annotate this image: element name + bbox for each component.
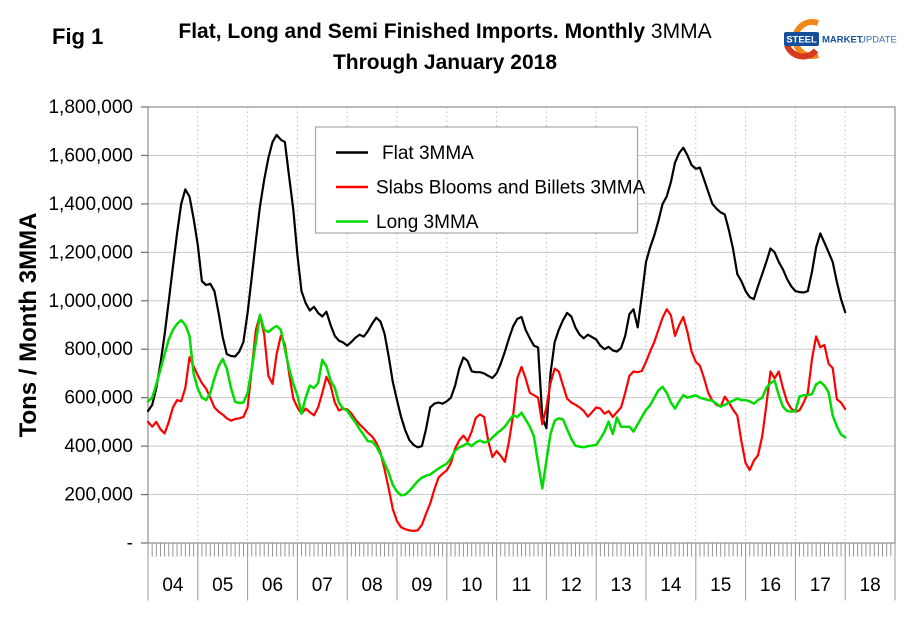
chart-title-main: Flat, Long and Semi Finished Imports. Mo…: [178, 20, 646, 43]
chart-title-block: Flat, Long and Semi Finished Imports. Mo…: [120, 16, 770, 78]
y-tick-label: 800,000: [64, 339, 133, 360]
y-axis-title: Tons / Month 3MMA: [15, 213, 42, 438]
legend-label: Long 3MMA: [376, 212, 479, 233]
y-tick-label: 1,200,000: [48, 242, 133, 263]
figure-label: Fig 1: [52, 24, 104, 49]
y-tick-label: -: [127, 533, 133, 554]
x-year-label: 09: [411, 575, 432, 596]
x-year-label: 07: [312, 575, 333, 596]
y-tick-label: 1,000,000: [48, 291, 133, 312]
steel-market-update-logo: STEEL MARKET UPDATE: [778, 14, 898, 64]
x-year-label: 14: [660, 575, 682, 596]
legend-label: Flat 3MMA: [382, 143, 474, 164]
chart-title-suffix: 3MMA: [650, 20, 712, 43]
series-line-long-3mma: [146, 313, 847, 497]
logo-update-text: UPDATE: [859, 35, 897, 46]
chart-title-line1: Flat, Long and Semi Finished Imports. Mo…: [120, 16, 770, 47]
chart-title-line2: Through January 2018: [332, 51, 558, 74]
logo-steel-text: STEEL: [786, 35, 817, 46]
x-year-label: 08: [362, 575, 383, 596]
x-year-label: 05: [212, 575, 233, 596]
y-tick-label: 1,800,000: [48, 97, 133, 118]
x-year-label: 04: [162, 575, 184, 596]
x-year-label: 16: [760, 575, 781, 596]
y-tick-label: 600,000: [64, 388, 133, 409]
x-year-label: 17: [810, 575, 831, 596]
x-year-label: 18: [860, 575, 881, 596]
y-tick-label: 1,600,000: [48, 145, 133, 166]
legend-box: [314, 126, 639, 234]
x-year-label: 13: [611, 575, 632, 596]
logo-arc-lower-icon: [784, 43, 819, 60]
legend-label: Slabs Blooms and Billets 3MMA: [376, 178, 646, 199]
y-tick-label: 1,400,000: [48, 194, 133, 215]
y-tick-label: 400,000: [64, 436, 133, 457]
x-year-label: 06: [262, 575, 283, 596]
y-tick-label: 200,000: [64, 485, 133, 506]
x-year-label: 12: [561, 575, 582, 596]
x-year-label: 11: [512, 575, 532, 596]
x-year-label: 15: [710, 575, 731, 596]
series-line-slabs-blooms-and-billets-3mma: [146, 308, 847, 533]
series-line-flat-3mma: [146, 133, 847, 449]
x-year-label: 10: [461, 575, 482, 596]
logo-market-text: MARKET: [822, 35, 863, 46]
logo-steel-badge: [784, 32, 819, 46]
